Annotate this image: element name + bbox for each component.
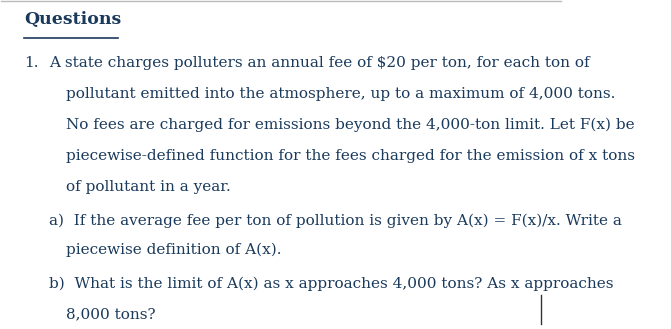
Text: A state charges polluters an annual fee of $20 per ton, for each ton of: A state charges polluters an annual fee … xyxy=(49,56,590,70)
Text: 1.: 1. xyxy=(23,56,38,70)
Text: piecewise-defined function for the fees charged for the emission of x tons: piecewise-defined function for the fees … xyxy=(66,149,635,163)
Text: piecewise definition of A(x).: piecewise definition of A(x). xyxy=(66,243,281,257)
Text: No fees are charged for emissions beyond the 4,000-ton limit. Let F(x) be: No fees are charged for emissions beyond… xyxy=(66,117,634,132)
Text: Questions: Questions xyxy=(23,11,121,28)
Text: of pollutant in a year.: of pollutant in a year. xyxy=(66,180,230,193)
Text: pollutant emitted into the atmosphere, up to a maximum of 4,000 tons.: pollutant emitted into the atmosphere, u… xyxy=(66,87,615,101)
Text: a)  If the average fee per ton of pollution is given by A(x) = F(x)/x. Write a: a) If the average fee per ton of polluti… xyxy=(49,214,622,228)
Text: b)  What is the limit of A(x) as x approaches 4,000 tons? As x approaches: b) What is the limit of A(x) as x approa… xyxy=(49,277,613,291)
Text: 8,000 tons?: 8,000 tons? xyxy=(66,307,156,321)
